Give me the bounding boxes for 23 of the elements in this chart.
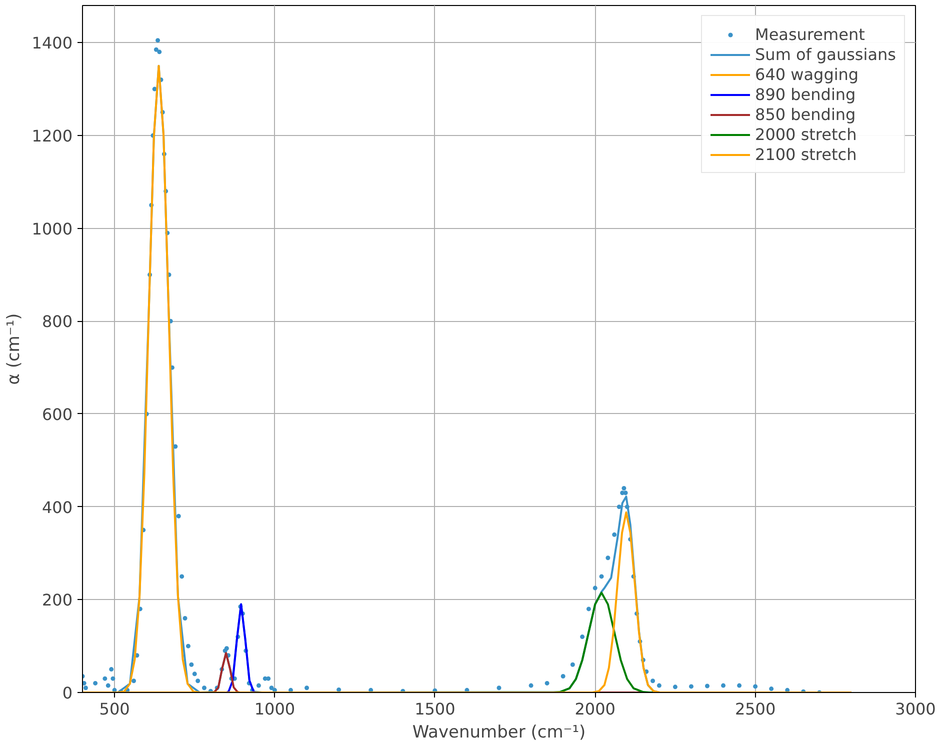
legend-label: 640 wagging bbox=[755, 64, 859, 84]
y-tick-label: 800 bbox=[42, 312, 73, 332]
legend-label: Measurement bbox=[755, 24, 865, 44]
y-tick-label: 0 bbox=[62, 684, 73, 702]
x-tick-label: 1500 bbox=[414, 700, 456, 718]
legend-label: Sum of gaussians bbox=[755, 44, 896, 64]
y-tick-label: 200 bbox=[42, 590, 73, 610]
x-tick-label: 2500 bbox=[734, 700, 776, 718]
y-tick-label: 1000 bbox=[32, 219, 72, 238]
x-tick-label: 2000 bbox=[574, 700, 616, 718]
legend-label: 850 bending bbox=[755, 104, 856, 124]
y-tick-label: 600 bbox=[42, 404, 73, 424]
x-tick-label: 500 bbox=[99, 700, 130, 718]
x-axis-title: Wavenumber (cm⁻¹) bbox=[412, 722, 586, 742]
y-axis-title: α (cm⁻¹) bbox=[4, 313, 24, 385]
legend-label: 890 bending bbox=[755, 84, 856, 104]
x-tick-label: 1000 bbox=[254, 700, 296, 718]
y-tick-label: 400 bbox=[42, 498, 73, 517]
y-tick-label: 1200 bbox=[32, 126, 72, 146]
legend-label: 2100 stretch bbox=[755, 144, 857, 164]
x-tick-label: 3000 bbox=[895, 700, 936, 718]
legend-label: 2000 stretch bbox=[755, 124, 857, 144]
y-tick-label: 1400 bbox=[32, 34, 72, 53]
